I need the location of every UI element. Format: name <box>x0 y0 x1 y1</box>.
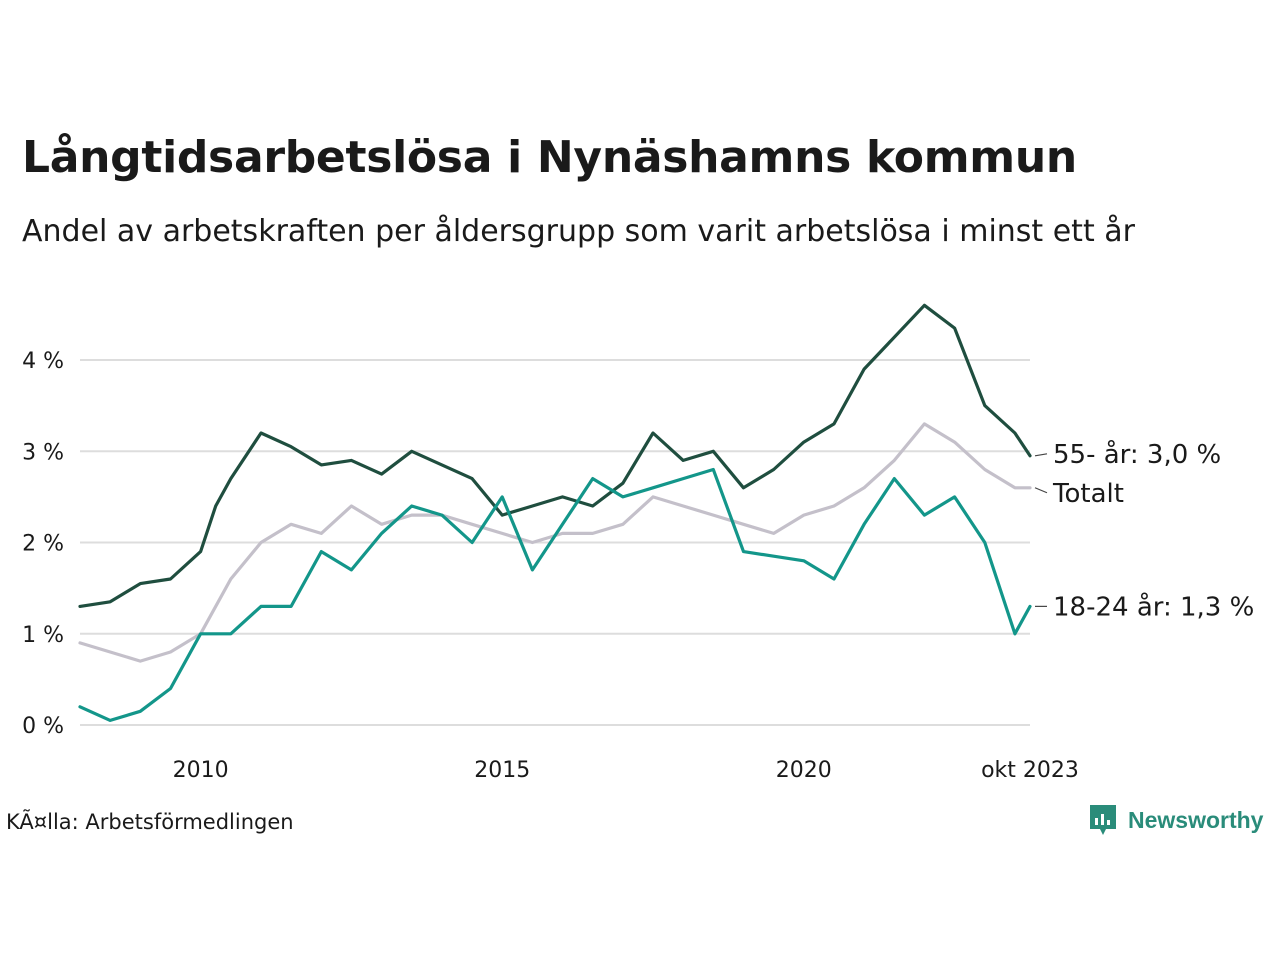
series-end-label: 18-24 år: 1,3 % <box>1053 591 1254 622</box>
newsworthy-icon <box>1090 805 1116 835</box>
series-line-18-24-r <box>78 467 1032 723</box>
x-axis-ticks: 2010 2015 2020 okt 2023 <box>173 758 1079 783</box>
x-tick-label: 2015 <box>474 758 530 783</box>
label-leader <box>1034 487 1048 494</box>
brand-logo: Newsworthy <box>1088 803 1263 837</box>
gridlines <box>80 359 1030 726</box>
chart-title: Långtidsarbetslösa i Nynäshamns kommun <box>22 132 1077 183</box>
x-tick-label: 2010 <box>173 758 229 783</box>
y-axis-ticks: 0 % 1 % 2 % 3 % 4 % <box>22 349 64 739</box>
series-line-totalt <box>78 422 1032 663</box>
x-tick-label: 2020 <box>776 758 832 783</box>
y-tick-label: 1 % <box>22 623 64 648</box>
y-tick-label: 3 % <box>22 440 64 465</box>
source-note: KÃ¤lla: Arbetsförmedlingen <box>6 810 294 834</box>
y-tick-label: 4 % <box>22 349 64 374</box>
y-tick-label: 0 % <box>22 714 64 739</box>
series-lines <box>78 303 1032 723</box>
y-tick-label: 2 % <box>22 532 64 557</box>
line-chart: 0 % 1 % 2 % 3 % 4 % 2010 2015 2020 okt 2023 Tot… <box>22 303 1254 783</box>
series-labels: Totalt 55- år: 3,0 % 18-24 år: 1,3 % <box>1034 439 1254 622</box>
series-end-label: Totalt <box>1052 479 1124 509</box>
brand-name: Newsworthy <box>1128 806 1264 833</box>
series-line-55-r <box>78 303 1032 609</box>
x-tick-label: okt 2023 <box>981 758 1079 783</box>
chart-subtitle: Andel av arbetskraften per åldersgrupp s… <box>22 214 1135 249</box>
label-leader <box>1034 453 1048 457</box>
series-end-label: 55- år: 3,0 % <box>1053 439 1221 470</box>
